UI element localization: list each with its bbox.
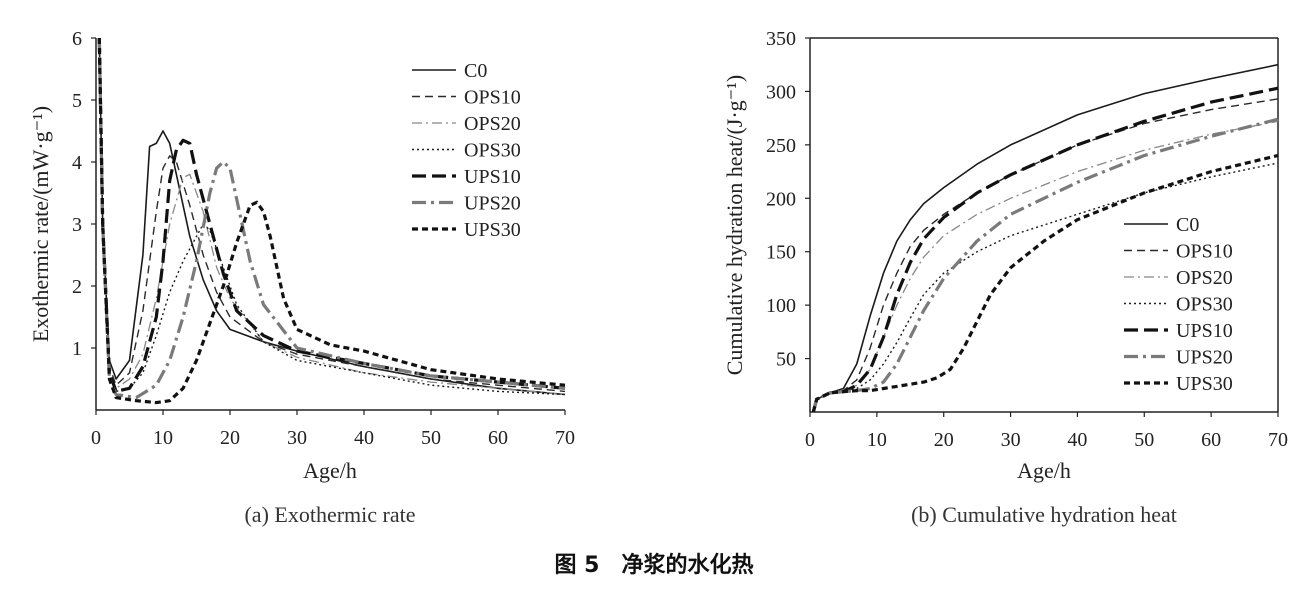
b-series-line-ups10 [811,86,1279,413]
b-x-tick-label: 50 [1134,429,1154,451]
b-x-tick-label: 0 [805,429,815,451]
a-x-tick-label: 0 [91,427,101,449]
b-series-line-ops20 [812,120,1279,413]
b-series-line-ups20 [811,117,1279,413]
a-legend-label-c0: C0 [464,60,487,82]
b-y-tick-label: 300 [766,81,796,103]
b-y-tick-label: 100 [766,295,796,317]
a-y-tick-label: 3 [72,214,82,236]
b-caption: (b) Cumulative hydration heat [911,502,1177,527]
a-y-tick-label: 4 [72,152,82,174]
b-legend-label-ups20: UPS20 [1176,347,1233,369]
a-y-tick-label: 6 [72,28,82,50]
panel-a-exothermic-rate: Age/h Exothermic rate/(mW·g⁻¹) (a) Exoth… [28,28,575,527]
a-x-tick-label: 20 [220,427,240,449]
b-series-line-ups30 [811,153,1279,413]
a-y-tick-label: 1 [72,338,82,360]
a-x-tick-label: 60 [488,427,508,449]
b-x-tick-label: 70 [1268,429,1288,451]
a-legend-label-ops20: OPS20 [464,113,521,135]
a-y-tick-label: 5 [72,90,82,112]
b-legend-label-ups10: UPS10 [1176,320,1233,342]
a-series-line-ups30 [97,37,566,405]
a-x-tick-label: 10 [153,427,173,449]
a-legend: C0 OPS10 OPS20 OPS30 UPS10 UPS20 UPS30 [412,60,521,241]
b-x-tick-label: 30 [1001,429,1021,451]
b-x-ticks: 0 10 20 30 40 50 60 70 [805,412,1288,451]
b-legend-label-ups30: UPS30 [1176,373,1233,395]
a-x-tick-label: 40 [354,427,374,449]
b-y-tick-label: 200 [766,188,796,210]
b-series-line-c0 [812,63,1279,413]
a-x-label: Age/h [303,458,357,483]
b-x-tick-label: 20 [934,429,954,451]
b-legend-label-c0: C0 [1176,214,1199,236]
b-legend: C0 OPS10 OPS20 OPS30 UPS10 UPS20 UPS30 [1124,214,1233,395]
a-x-tick-label: 50 [421,427,441,449]
a-y-label: Exothermic rate/(mW·g⁻¹) [28,106,53,342]
a-y-ticks: 1 2 3 4 5 6 [72,28,96,360]
a-legend-label-ups20: UPS20 [464,193,521,215]
a-y-tick-label: 2 [72,276,82,298]
b-y-label: Cumulative hydration heat/(J·g⁻¹) [722,75,747,375]
b-x-tick-label: 40 [1067,429,1087,451]
a-series-lines [97,37,566,405]
figure-caption: 图 5 净浆的水化热 [555,552,754,578]
a-x-ticks: 0 10 20 30 40 50 60 70 [91,410,575,449]
a-series-line-ops10 [98,37,566,393]
b-x-tick-label: 60 [1201,429,1221,451]
panel-b-cumulative-heat: Age/h Cumulative hydration heat/(J·g⁻¹) … [722,28,1288,527]
a-legend-label-ups30: UPS30 [464,219,521,241]
a-series-line-ops20 [98,37,566,396]
b-x-label: Age/h [1017,458,1071,483]
b-legend-label-ops30: OPS30 [1176,294,1233,316]
a-series-line-ups20 [97,37,566,400]
b-y-ticks: 50 100 150 200 250 300 350 [766,28,810,371]
b-legend-label-ops20: OPS20 [1176,267,1233,289]
a-x-tick-label: 30 [287,427,307,449]
b-series-lines [811,63,1279,413]
b-legend-label-ops10: OPS10 [1176,241,1233,263]
a-series-line-c0 [98,37,566,396]
b-y-tick-label: 150 [766,242,796,264]
a-caption: (a) Exothermic rate [244,502,415,527]
a-legend-label-ops10: OPS10 [464,87,521,109]
a-legend-label-ops30: OPS30 [464,140,521,162]
a-x-tick-label: 70 [555,427,575,449]
a-legend-label-ups10: UPS10 [464,166,521,188]
b-y-tick-label: 250 [766,135,796,157]
b-y-tick-label: 50 [776,349,796,371]
b-x-tick-label: 10 [867,429,887,451]
a-series-line-ups10 [97,37,566,393]
b-y-tick-label: 350 [766,28,796,50]
